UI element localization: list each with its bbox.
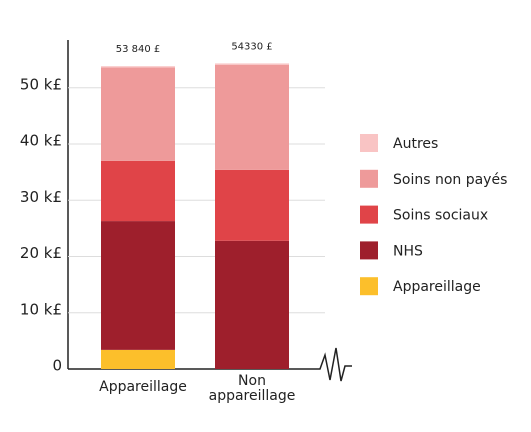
y-tick-label: 40 k£ [20, 132, 62, 150]
legend-swatch [360, 241, 378, 260]
legend-swatch [360, 134, 378, 152]
bar-segment [101, 349, 175, 369]
total-label: 53 840 £ [116, 44, 161, 55]
legend-label: Soins non payés [393, 172, 507, 188]
bar-segment [101, 221, 175, 350]
legend-label: Appareillage [393, 279, 481, 295]
legend-swatch [360, 277, 378, 296]
bar-segment [101, 66, 175, 68]
y-tick-label: 20 k£ [20, 244, 62, 262]
y-tick-label: 10 k£ [20, 300, 62, 318]
legend-swatch [360, 205, 378, 224]
y-tick-label: 50 k£ [20, 75, 62, 93]
x-tick-label: Non appareillage [208, 373, 296, 404]
y-tick-label: 0 [52, 357, 62, 375]
total-label: 54330 £ [231, 41, 272, 52]
legend-label: Soins sociaux [393, 208, 488, 224]
bar-segment [215, 169, 289, 241]
legend-label: NHS [393, 243, 423, 259]
bar-segment [215, 64, 289, 170]
bar-segment [101, 160, 175, 222]
bar-segment [101, 67, 175, 161]
y-tick-label: 30 k£ [20, 188, 62, 206]
legend-label: Autres [393, 136, 438, 152]
x-axis-break [68, 347, 352, 382]
legend-swatch [360, 169, 378, 188]
bar-segment [215, 63, 289, 65]
x-tick-label: Appareillage [99, 379, 187, 395]
bar-segment [215, 240, 289, 369]
